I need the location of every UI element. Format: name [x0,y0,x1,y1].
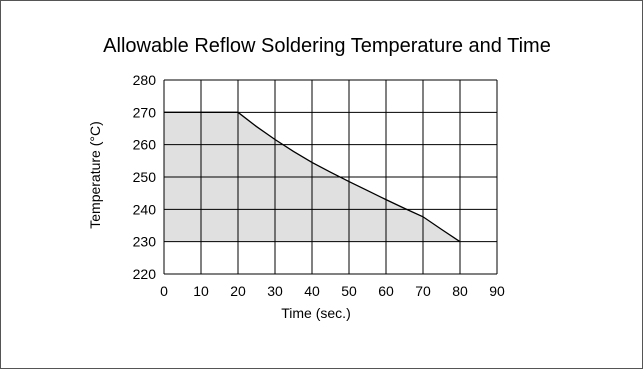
x-tick-label: 0 [160,283,168,299]
y-tick-label: 220 [133,266,157,282]
y-tick-label: 260 [133,137,157,153]
x-tick-label: 70 [415,283,431,299]
y-axis-label: Temperature (°C) [87,121,103,229]
x-tick-label: 40 [304,283,320,299]
x-tick-label: 50 [341,283,357,299]
x-tick-label: 10 [193,283,209,299]
limit-curve-group [164,111,461,243]
x-axis-label: Time (sec.) [281,305,350,321]
y-tick-label: 230 [133,234,157,250]
y-tick-label: 250 [133,169,157,185]
y-tick-label: 240 [133,201,157,217]
grid-group [163,79,498,275]
x-tick-label: 90 [489,283,505,299]
tick-labels-group: 0 10 20 30 40 50 60 70 80 90 220 230 240 250 260 270 280 [133,72,505,299]
y-tick-label: 270 [133,104,157,120]
x-tick-label: 80 [452,283,468,299]
x-tick-label: 30 [267,283,283,299]
limit-curve [164,111,461,243]
y-tick-label: 280 [133,72,157,88]
x-tick-label: 20 [230,283,246,299]
chart-title: Allowable Reflow Soldering Temperature a… [103,35,551,57]
x-tick-label: 60 [378,283,394,299]
